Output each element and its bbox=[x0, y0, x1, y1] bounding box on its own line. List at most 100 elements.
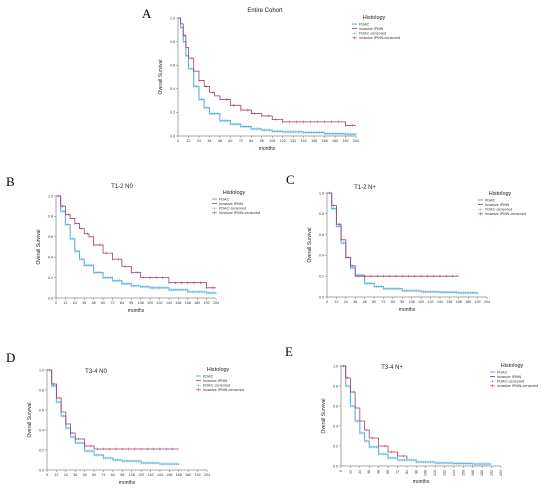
legend-title: Histology bbox=[489, 191, 512, 197]
legend-entry: invasive IPMN bbox=[485, 203, 510, 207]
x-tick-label: 48 bbox=[363, 300, 367, 304]
chart-title: T3-4 N+ bbox=[381, 365, 403, 371]
y-tick-label: 0.2 bbox=[170, 111, 175, 115]
legend-entry: invasive IPMN-censored bbox=[359, 36, 400, 40]
x-tick-label: 180 bbox=[480, 470, 484, 476]
y-tick-label: 1.0 bbox=[333, 364, 338, 368]
legend-entry: FDAC bbox=[219, 197, 230, 201]
x-tick-label: 120 bbox=[147, 301, 153, 305]
x-tick-label: 108 bbox=[129, 473, 135, 477]
x-tick-label: 36 bbox=[73, 473, 77, 477]
x-tick-label: 108 bbox=[138, 301, 144, 305]
x-tick-label: 84 bbox=[120, 301, 124, 305]
x-tick-label: 204 bbox=[353, 139, 359, 143]
x-tick-label: 84 bbox=[391, 300, 395, 304]
x-tick-label: 24 bbox=[73, 301, 77, 305]
x-tick-label: 180 bbox=[194, 301, 200, 305]
legend-entry: invasive IPMN bbox=[219, 202, 244, 206]
y-tick-label: 0.6 bbox=[39, 408, 44, 412]
y-axis-label: Overall Survival bbox=[321, 398, 327, 433]
x-tick-label: 48 bbox=[92, 301, 96, 305]
legend-entry: FDAC-censored bbox=[485, 208, 512, 212]
y-tick-label: 0.8 bbox=[170, 40, 175, 44]
x-tick-label: 24 bbox=[344, 300, 348, 304]
x-tick-label: 96 bbox=[260, 139, 264, 143]
legend-entry: FDAC bbox=[359, 22, 370, 26]
x-tick-label: 24 bbox=[358, 470, 362, 474]
x-tick-label: 72 bbox=[239, 139, 243, 143]
x-tick-label: 12 bbox=[63, 301, 67, 305]
x-tick-label: 0 bbox=[326, 300, 328, 304]
x-tick-label: 48 bbox=[218, 139, 222, 143]
legend-entry: FDAC-censored bbox=[497, 380, 524, 384]
legend-entry: invasive IPMN-censored bbox=[485, 212, 526, 216]
x-tick-label: 108 bbox=[269, 139, 275, 143]
x-tick-label: 120 bbox=[418, 300, 424, 304]
x-tick-label: 192 bbox=[195, 473, 201, 477]
y-tick-label: 0.4 bbox=[170, 87, 175, 91]
series-fdac-line bbox=[341, 365, 492, 465]
legend-entry: invasive IPMN-censored bbox=[219, 211, 260, 215]
x-tick-label: 96 bbox=[129, 301, 133, 305]
x-tick-label: 204 bbox=[499, 470, 503, 476]
x-tick-label: 144 bbox=[452, 470, 456, 476]
x-tick-label: 12 bbox=[348, 470, 352, 474]
x-tick-label: 12 bbox=[186, 139, 190, 143]
x-tick-label: 156 bbox=[446, 300, 452, 304]
y-tick-label: 0.6 bbox=[48, 235, 53, 239]
x-tick-label: 204 bbox=[484, 300, 490, 304]
panel-letter: C bbox=[286, 172, 295, 187]
x-tick-label: 204 bbox=[213, 301, 219, 305]
series-fdac-line bbox=[178, 17, 357, 135]
series-fdac-line bbox=[47, 369, 180, 465]
panel-c: C T1-2 N+ 0.0 0.2 0.4 0.6 0.8 1.0 0 12 24 36 48 60 72 8… bbox=[286, 172, 526, 313]
x-tick-label: 72 bbox=[381, 300, 385, 304]
legend-entry: FDAC bbox=[485, 198, 496, 202]
x-tick-label: 0 bbox=[177, 139, 179, 143]
legend-title: Histology bbox=[363, 15, 386, 21]
y-tick-label: 0.4 bbox=[333, 424, 338, 428]
legend-entry: invasive IPMN bbox=[497, 375, 522, 379]
legend-entry: FDAC-censored bbox=[219, 207, 246, 211]
y-axis-label: Overall Survival bbox=[27, 402, 33, 437]
y-tick-label: 0.0 bbox=[39, 468, 44, 472]
x-tick-label: 168 bbox=[471, 470, 475, 476]
chart-title: Entire Cohort bbox=[247, 8, 283, 14]
x-axis-label: months bbox=[128, 308, 145, 314]
x-tick-label: 72 bbox=[101, 473, 105, 477]
x-tick-label: 120 bbox=[138, 473, 144, 477]
panel-a: A Entire Cohort 0.0 0.2 0.4 0.6 0.8 1.0 0 12 24 36 4… bbox=[142, 6, 400, 152]
y-tick-label: 0.8 bbox=[39, 388, 44, 392]
chart-title: T1-2 N+ bbox=[354, 185, 376, 191]
legend-title: Histology bbox=[207, 367, 230, 373]
y-tick-label: 1.0 bbox=[48, 194, 53, 198]
x-axis-label: months bbox=[413, 479, 430, 485]
y-tick-label: 0.6 bbox=[333, 404, 338, 408]
legend-title: Histology bbox=[501, 363, 524, 369]
series-ipmn-line bbox=[327, 192, 459, 277]
x-axis-label: months bbox=[259, 146, 276, 152]
y-tick-label: 0.6 bbox=[319, 233, 324, 237]
x-tick-label: 168 bbox=[456, 300, 462, 304]
x-tick-label: 204 bbox=[204, 473, 210, 477]
series-ipmn-line bbox=[341, 365, 408, 459]
x-tick-label: 12 bbox=[334, 300, 338, 304]
y-tick-label: 0.8 bbox=[333, 384, 338, 388]
y-tick-label: 0.8 bbox=[48, 215, 53, 219]
x-tick-label: 144 bbox=[166, 301, 172, 305]
x-tick-label: 84 bbox=[249, 139, 253, 143]
x-tick-label: 0 bbox=[55, 301, 57, 305]
y-tick-label: 0.2 bbox=[319, 275, 324, 279]
x-tick-label: 24 bbox=[197, 139, 201, 143]
x-tick-label: 24 bbox=[64, 473, 68, 477]
y-tick-label: 0.0 bbox=[170, 134, 175, 138]
x-tick-label: 144 bbox=[301, 139, 307, 143]
y-tick-label: 1.0 bbox=[170, 16, 175, 20]
x-tick-label: 84 bbox=[111, 473, 115, 477]
y-axis-label: Overall Survival bbox=[36, 229, 42, 264]
legend-entry: FDAC bbox=[203, 374, 214, 378]
y-tick-label: 0.2 bbox=[333, 444, 338, 448]
